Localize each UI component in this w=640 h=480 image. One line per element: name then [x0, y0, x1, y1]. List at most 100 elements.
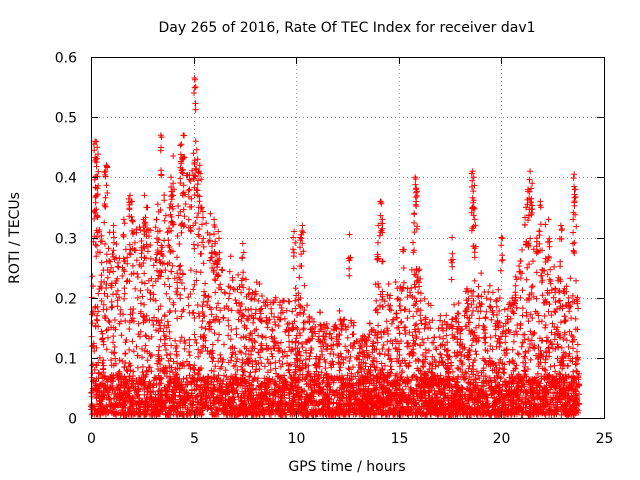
data-point — [126, 241, 133, 248]
data-point — [198, 176, 205, 183]
data-point — [280, 353, 286, 360]
data-point — [122, 350, 129, 357]
data-point — [98, 232, 105, 239]
data-point — [165, 237, 172, 244]
data-point — [299, 344, 306, 351]
data-point — [122, 317, 129, 324]
data-point — [472, 348, 479, 355]
data-point — [189, 167, 196, 174]
data-point — [170, 153, 177, 159]
data-point — [489, 346, 496, 353]
data-point — [410, 313, 417, 320]
data-point — [510, 309, 517, 316]
data-point — [519, 312, 526, 319]
data-point — [163, 290, 170, 297]
data-point — [176, 241, 183, 247]
data-point — [408, 285, 415, 291]
data-point — [464, 300, 471, 307]
data-point — [166, 295, 173, 302]
data-point — [575, 305, 582, 312]
data-point — [140, 260, 147, 266]
data-point — [153, 318, 160, 325]
data-point — [232, 297, 239, 303]
data-point — [510, 338, 517, 345]
data-point — [412, 284, 419, 291]
data-point — [386, 306, 393, 313]
data-point — [422, 346, 429, 353]
data-point — [242, 351, 249, 357]
data-point — [515, 351, 522, 358]
data-point — [200, 299, 207, 305]
data-point — [375, 322, 382, 329]
data-point — [233, 325, 240, 332]
data-point — [388, 320, 395, 327]
data-point — [435, 325, 442, 332]
data-point — [272, 381, 279, 388]
data-point — [552, 299, 559, 306]
data-point — [551, 362, 558, 369]
data-point — [514, 350, 521, 357]
data-point — [121, 285, 128, 292]
data-point — [177, 262, 184, 269]
data-point — [481, 335, 488, 342]
data-point — [205, 239, 212, 245]
data-point — [546, 276, 553, 283]
data-point — [548, 287, 555, 293]
data-point — [89, 370, 96, 377]
data-point — [247, 369, 254, 376]
data-point — [300, 326, 307, 333]
data-point — [179, 270, 186, 277]
data-point — [233, 331, 240, 338]
data-point — [169, 262, 176, 269]
data-point — [524, 264, 531, 271]
data-point — [129, 338, 136, 345]
data-point — [492, 332, 499, 339]
data-point — [468, 368, 475, 375]
data-point — [301, 307, 308, 313]
data-point — [164, 318, 171, 325]
data-point — [541, 313, 548, 319]
data-point — [142, 342, 149, 349]
data-point — [415, 289, 422, 296]
data-point — [419, 352, 426, 358]
data-point — [145, 248, 151, 255]
data-point — [323, 321, 330, 327]
data-point — [138, 300, 144, 307]
data-point — [123, 336, 130, 343]
data-point — [152, 297, 159, 304]
data-point — [100, 267, 107, 274]
data-point — [114, 263, 121, 270]
data-point — [404, 315, 411, 322]
data-point — [114, 297, 121, 304]
data-point — [105, 245, 112, 252]
data-point — [529, 315, 536, 321]
data-point — [345, 349, 352, 355]
data-point — [92, 241, 99, 248]
data-point — [377, 302, 383, 309]
data-point — [98, 259, 105, 266]
data-point — [222, 367, 229, 374]
data-point — [100, 341, 107, 348]
data-point — [344, 372, 351, 379]
data-point — [408, 266, 415, 273]
data-point — [277, 363, 284, 370]
data-point — [214, 337, 221, 344]
data-point — [187, 267, 194, 274]
data-point — [567, 275, 574, 282]
data-point — [108, 264, 115, 271]
data-point — [211, 330, 218, 337]
data-point — [185, 302, 192, 309]
data-point — [192, 336, 199, 343]
data-point — [131, 239, 138, 246]
data-point — [226, 268, 233, 275]
data-point — [561, 313, 568, 320]
data-point — [537, 347, 544, 354]
data-point — [165, 275, 172, 282]
data-point — [518, 343, 525, 350]
data-point — [190, 286, 197, 293]
data-point — [180, 306, 187, 313]
data-point — [455, 300, 462, 307]
data-point — [161, 197, 168, 204]
data-point — [243, 276, 249, 283]
data-point — [481, 289, 488, 295]
